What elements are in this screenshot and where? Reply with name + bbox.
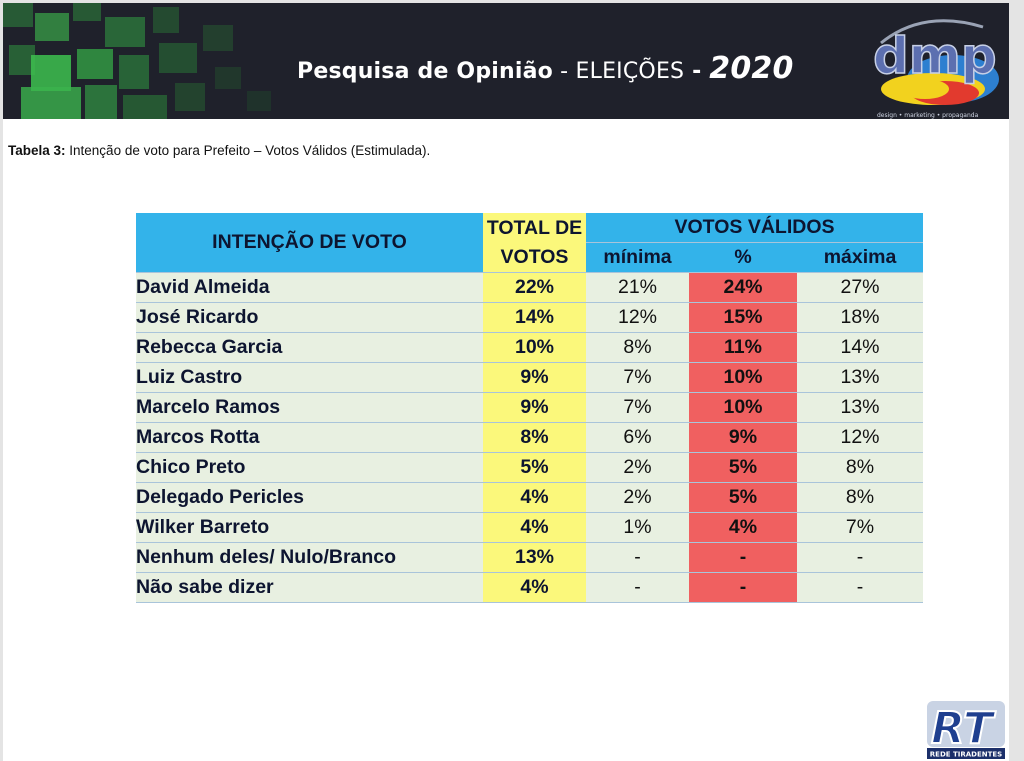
minimum-cell: 1% — [586, 512, 689, 543]
total-votes-cell: 14% — [483, 302, 586, 333]
banner-title-main: Pesquisa de Opinião — [297, 59, 553, 84]
header-intention: INTENÇÃO DE VOTO — [136, 213, 483, 273]
total-votes-cell: 9% — [483, 392, 586, 423]
candidate-name: Wilker Barreto — [136, 512, 483, 543]
percent-cell: 24% — [689, 272, 797, 303]
candidate-name: David Almeida — [136, 272, 483, 303]
banner-title-elections: ELEIÇÕES — [575, 59, 685, 84]
candidate-name: Delegado Pericles — [136, 482, 483, 513]
candidate-name: Não sabe dizer — [136, 572, 483, 603]
percent-cell: - — [689, 572, 797, 603]
svg-text:RT: RT — [931, 703, 996, 754]
percent-cell: 10% — [689, 392, 797, 423]
table-row: Marcos Rotta 8% 6% 9% 12% — [136, 422, 924, 453]
maximum-cell: 27% — [797, 272, 924, 303]
minimum-cell: 7% — [586, 392, 689, 423]
minimum-cell: 12% — [586, 302, 689, 333]
total-votes-cell: 4% — [483, 512, 586, 543]
minimum-cell: - — [586, 542, 689, 573]
maximum-cell: 8% — [797, 482, 924, 513]
total-votes-cell: 13% — [483, 542, 586, 573]
total-votes-cell: 9% — [483, 362, 586, 393]
table-row: Nenhum deles/ Nulo/Branco 13% - - - — [136, 542, 924, 573]
dmp-logo: dmp design • marketing • propaganda — [872, 19, 999, 119]
maximum-cell: 14% — [797, 332, 924, 363]
minimum-cell: 21% — [586, 272, 689, 303]
percent-cell: 5% — [689, 482, 797, 513]
banner-title-year: 2020 — [709, 51, 794, 86]
minimum-cell: 2% — [586, 452, 689, 483]
total-votes-cell: 22% — [483, 272, 586, 303]
caption-label: Tabela 3: — [8, 143, 66, 158]
candidate-name: José Ricardo — [136, 302, 483, 333]
candidate-name: Nenhum deles/ Nulo/Branco — [136, 542, 483, 573]
maximum-cell: 12% — [797, 422, 924, 453]
candidate-name: Marcelo Ramos — [136, 392, 483, 423]
percent-cell: - — [689, 542, 797, 573]
minimum-cell: 8% — [586, 332, 689, 363]
percent-cell: 4% — [689, 512, 797, 543]
header-valid-votes: VOTOS VÁLIDOS — [586, 213, 924, 243]
svg-text:design • marketing • propagand: design • marketing • propaganda — [877, 112, 979, 119]
table-row: Wilker Barreto 4% 1% 4% 7% — [136, 512, 924, 543]
header-banner: Pesquisa de Opinião - ELEIÇÕES - 2020 dm… — [3, 3, 1009, 119]
candidate-name: Marcos Rotta — [136, 422, 483, 453]
table-caption: Tabela 3: Intenção de voto para Prefeito… — [8, 143, 430, 158]
document-page: Pesquisa de Opinião - ELEIÇÕES - 2020 dm… — [3, 3, 1009, 761]
banner-title: Pesquisa de Opinião - ELEIÇÕES - 2020 — [297, 51, 794, 86]
maximum-cell: 13% — [797, 392, 924, 423]
header-total-votes: TOTAL DE VOTOS — [483, 213, 586, 273]
svg-text:REDE TIRADENTES: REDE TIRADENTES — [930, 751, 1002, 759]
maximum-cell: - — [797, 572, 924, 603]
percent-cell: 9% — [689, 422, 797, 453]
table-row: Marcelo Ramos 9% 7% 10% 13% — [136, 392, 924, 423]
table-row: Delegado Pericles 4% 2% 5% 8% — [136, 482, 924, 513]
maximum-cell: 13% — [797, 362, 924, 393]
table-row: José Ricardo 14% 12% 15% 18% — [136, 302, 924, 333]
total-votes-cell: 5% — [483, 452, 586, 483]
maximum-cell: 18% — [797, 302, 924, 333]
minimum-cell: - — [586, 572, 689, 603]
maximum-cell: - — [797, 542, 924, 573]
table-row: Rebecca Garcia 10% 8% 11% 14% — [136, 332, 924, 363]
minimum-cell: 7% — [586, 362, 689, 393]
table-row: Não sabe dizer 4% - - - — [136, 572, 924, 603]
maximum-cell: 7% — [797, 512, 924, 543]
minimum-cell: 2% — [586, 482, 689, 513]
table-row: Chico Preto 5% 2% 5% 8% — [136, 452, 924, 483]
rede-tiradentes-logo: RT REDE TIRADENTES — [927, 701, 1005, 759]
percent-cell: 11% — [689, 332, 797, 363]
total-votes-cell: 4% — [483, 572, 586, 603]
total-votes-cell: 10% — [483, 332, 586, 363]
candidate-name: Rebecca Garcia — [136, 332, 483, 363]
candidate-name: Luiz Castro — [136, 362, 483, 393]
total-votes-cell: 8% — [483, 422, 586, 453]
minimum-cell: 6% — [586, 422, 689, 453]
caption-text: Intenção de voto para Prefeito – Votos V… — [65, 143, 431, 158]
header-maximum: máxima — [797, 242, 924, 273]
header-percent: % — [689, 242, 797, 273]
percent-cell: 5% — [689, 452, 797, 483]
header-minimum: mínima — [586, 242, 689, 273]
maximum-cell: 8% — [797, 452, 924, 483]
vote-intention-table: INTENÇÃO DE VOTO TOTAL DE VOTOS VOTOS VÁ… — [136, 213, 924, 603]
svg-text:dmp: dmp — [873, 27, 997, 85]
table-row: David Almeida 22% 21% 24% 27% — [136, 272, 924, 303]
table-row: Luiz Castro 9% 7% 10% 13% — [136, 362, 924, 393]
candidate-name: Chico Preto — [136, 452, 483, 483]
percent-cell: 15% — [689, 302, 797, 333]
percent-cell: 10% — [689, 362, 797, 393]
total-votes-cell: 4% — [483, 482, 586, 513]
